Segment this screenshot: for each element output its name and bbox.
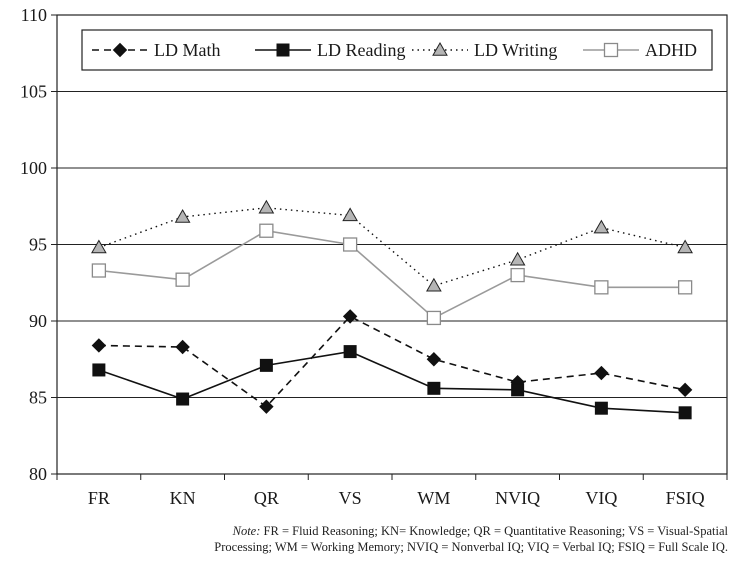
series-adhd [91, 223, 693, 326]
legend-label: LD Math [154, 40, 221, 60]
data-point [342, 309, 358, 324]
data-point [677, 382, 693, 398]
data-point [594, 280, 609, 295]
data-point [342, 207, 358, 222]
data-point [677, 280, 693, 295]
data-point [91, 239, 107, 254]
y-tick-label: 100 [20, 158, 47, 178]
y-axis-ticks: 80 85 90 95 100 105 110 [20, 5, 57, 484]
data-point [510, 267, 525, 283]
series-line [98, 207, 686, 287]
y-tick-label: 95 [29, 235, 47, 255]
y-tick-label: 90 [29, 311, 47, 331]
series-ld-math [91, 309, 693, 414]
data-point [594, 365, 609, 381]
legend-label: LD Reading [317, 40, 405, 60]
data-point [426, 277, 442, 292]
legend-item: LD Writing [412, 40, 557, 60]
data-point [426, 352, 442, 367]
data-point [343, 345, 357, 359]
x-tick-label: QR [254, 488, 279, 508]
legend-label: LD Writing [474, 40, 557, 60]
note-text-1: FR = Fluid Reasoning; KN= Knowledge; QR … [263, 524, 728, 538]
data-point [509, 251, 526, 266]
data-point [174, 208, 191, 223]
legend-item: LD Math [92, 40, 221, 60]
data-point [91, 338, 107, 353]
data-point [259, 358, 273, 372]
data-point [426, 310, 442, 326]
legend-marker [276, 43, 290, 57]
x-tick-label: NVIQ [495, 488, 540, 508]
data-point [678, 406, 692, 420]
data-point [677, 239, 693, 254]
data-point [92, 363, 106, 377]
data-point [259, 399, 274, 414]
legend-marker [603, 42, 619, 58]
legend: LD Math LD Reading LD Writing ADHD [81, 29, 713, 71]
x-tick-label: FSIQ [666, 488, 705, 508]
series-line [98, 229, 686, 319]
data-point [175, 339, 190, 355]
x-tick-label: VIQ [585, 488, 617, 508]
note-label: Note: [232, 524, 261, 538]
data-point [259, 223, 274, 238]
legend-label: ADHD [645, 40, 697, 60]
x-tick-label: VS [339, 488, 362, 508]
y-tick-label: 85 [29, 388, 47, 408]
data-point [594, 401, 608, 415]
data-point [511, 383, 525, 397]
data-point [175, 272, 190, 287]
legend-item: LD Reading [255, 40, 405, 60]
note-line-2: Processing; WM = Working Memory; NVIQ = … [214, 540, 728, 554]
series-group [91, 199, 693, 420]
series-ld-writing [91, 199, 693, 292]
note-line-1: Note: FR = Fluid Reasoning; KN= Knowledg… [58, 523, 728, 539]
y-tick-label: 105 [20, 82, 47, 102]
y-tick-label: 80 [29, 464, 47, 484]
data-point [258, 199, 275, 214]
series-line [98, 350, 686, 414]
x-tick-label: WM [417, 488, 450, 508]
legend-marker [432, 41, 448, 56]
legend-item: ADHD [583, 40, 697, 60]
data-point [342, 237, 358, 252]
x-axis-ticks: FR KN QR VS WM NVIQ VIQ FSIQ [56, 474, 728, 508]
series-line [98, 315, 686, 408]
x-tick-label: FR [88, 488, 110, 508]
data-point [176, 392, 190, 406]
legend-marker [112, 42, 128, 58]
chart-note: Note: FR = Fluid Reasoning; KN= Knowledg… [58, 523, 728, 555]
gridlines [57, 91, 727, 398]
x-tick-label: KN [170, 488, 196, 508]
series-ld-reading [92, 345, 692, 420]
data-point [593, 219, 610, 234]
data-point [91, 263, 107, 278]
data-point [427, 381, 441, 395]
y-tick-label: 110 [21, 5, 47, 25]
